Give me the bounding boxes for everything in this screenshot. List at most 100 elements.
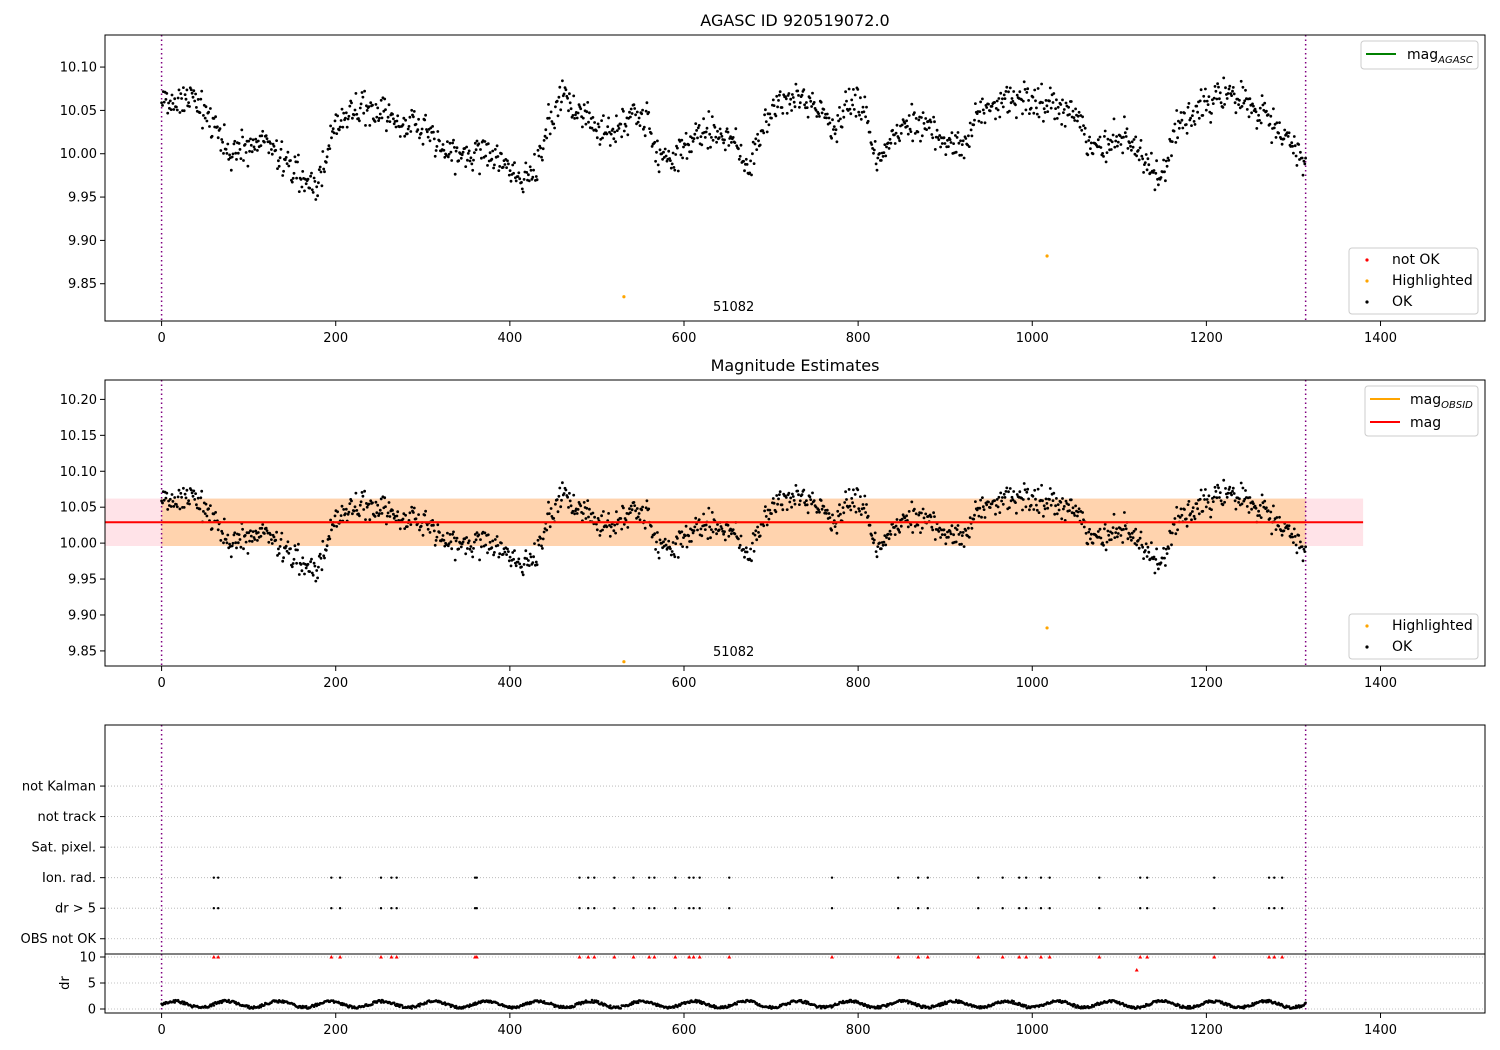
- flag-event-point: [212, 907, 216, 910]
- ok-point: [939, 536, 942, 539]
- ok-point: [932, 115, 935, 119]
- ok-point: [1140, 543, 1144, 547]
- ok-point: [1116, 140, 1120, 144]
- ok-point: [664, 543, 668, 547]
- ok-point: [1076, 514, 1079, 518]
- ok-point: [913, 132, 917, 135]
- legend-label-ok: OK: [1392, 294, 1413, 310]
- ok-point: [983, 516, 987, 519]
- ok-point: [996, 108, 1000, 112]
- ok-point: [464, 552, 468, 556]
- ok-point: [249, 143, 253, 147]
- ok-point: [820, 507, 824, 511]
- ok-point: [178, 507, 182, 511]
- ok-point: [749, 547, 752, 551]
- ok-point: [751, 140, 755, 144]
- ok-point: [231, 152, 235, 156]
- ok-point: [1055, 497, 1058, 500]
- ok-point: [883, 534, 887, 537]
- ok-point: [644, 506, 648, 510]
- ok-point: [784, 97, 788, 101]
- ok-point: [471, 168, 475, 172]
- ok-point: [503, 550, 507, 554]
- ok-point: [1010, 495, 1014, 499]
- ok-point: [300, 185, 304, 189]
- ok-point: [922, 122, 926, 125]
- ok-point: [569, 107, 573, 111]
- ok-point: [264, 526, 268, 530]
- ok-point: [242, 547, 245, 551]
- ok-point: [1003, 97, 1007, 100]
- ok-point: [282, 169, 285, 173]
- ok-point: [1165, 552, 1169, 555]
- ok-point: [1052, 92, 1056, 95]
- ok-point: [772, 104, 776, 107]
- ok-point: [972, 123, 976, 127]
- ok-point: [359, 500, 363, 504]
- ok-point: [535, 178, 539, 182]
- ok-point: [473, 141, 477, 145]
- ok-point: [1239, 79, 1243, 83]
- ok-point: [888, 529, 892, 533]
- ok-point: [1088, 527, 1091, 531]
- ok-point: [295, 561, 298, 565]
- ok-point: [909, 130, 913, 134]
- ok-point: [1126, 147, 1130, 150]
- ok-point: [401, 123, 405, 126]
- ok-point: [179, 491, 183, 495]
- ok-point: [722, 141, 725, 145]
- ok-point: [455, 536, 459, 540]
- ok-point: [898, 530, 901, 534]
- ok-point: [1118, 134, 1122, 138]
- ok-point: [1212, 495, 1216, 499]
- ok-point: [193, 498, 197, 501]
- ok-point: [776, 502, 779, 506]
- ok-point: [443, 155, 447, 159]
- ok-point: [534, 560, 538, 564]
- flag-row-label: not track: [37, 810, 96, 825]
- ok-point: [891, 128, 894, 132]
- ok-point: [725, 127, 729, 131]
- ok-point: [473, 151, 476, 155]
- ok-point: [911, 531, 915, 534]
- ok-point: [1074, 107, 1077, 111]
- ok-point: [847, 488, 851, 491]
- ok-point: [1062, 505, 1066, 508]
- ok-point: [629, 511, 632, 514]
- ok-point: [1277, 524, 1280, 528]
- ok-point: [385, 119, 389, 123]
- ok-point: [1154, 558, 1158, 561]
- panel1-x-tick-label: 1400: [1364, 331, 1397, 346]
- dr-point: [173, 1001, 176, 1004]
- legend-label-mag-obsid: magOBSID: [1410, 392, 1473, 411]
- ok-point: [737, 147, 740, 151]
- ok-point: [1184, 517, 1188, 521]
- ok-point: [208, 125, 211, 128]
- ok-point: [844, 90, 847, 94]
- ok-point: [321, 539, 325, 543]
- ok-point: [486, 164, 489, 167]
- ok-point: [1103, 129, 1107, 133]
- ok-point: [1113, 536, 1117, 539]
- ok-point: [743, 169, 746, 173]
- ok-point: [1069, 100, 1073, 103]
- flag-event-point: [212, 876, 216, 879]
- ok-point: [997, 495, 1001, 499]
- ok-point: [1015, 93, 1019, 97]
- ok-point: [574, 113, 577, 117]
- ok-point: [1217, 486, 1220, 490]
- ok-point: [303, 189, 306, 193]
- ok-point: [405, 132, 409, 136]
- ok-point: [946, 530, 949, 534]
- ok-point: [947, 535, 950, 539]
- ok-point: [1268, 517, 1272, 520]
- flag-event-point: [632, 907, 635, 910]
- dr-tick-label: 5: [88, 977, 96, 992]
- ok-point: [165, 92, 169, 95]
- ok-point: [568, 92, 571, 96]
- ok-point: [624, 518, 628, 522]
- ok-point: [545, 136, 549, 140]
- ok-point: [985, 106, 989, 109]
- ok-point: [764, 108, 767, 112]
- ok-point: [778, 490, 782, 494]
